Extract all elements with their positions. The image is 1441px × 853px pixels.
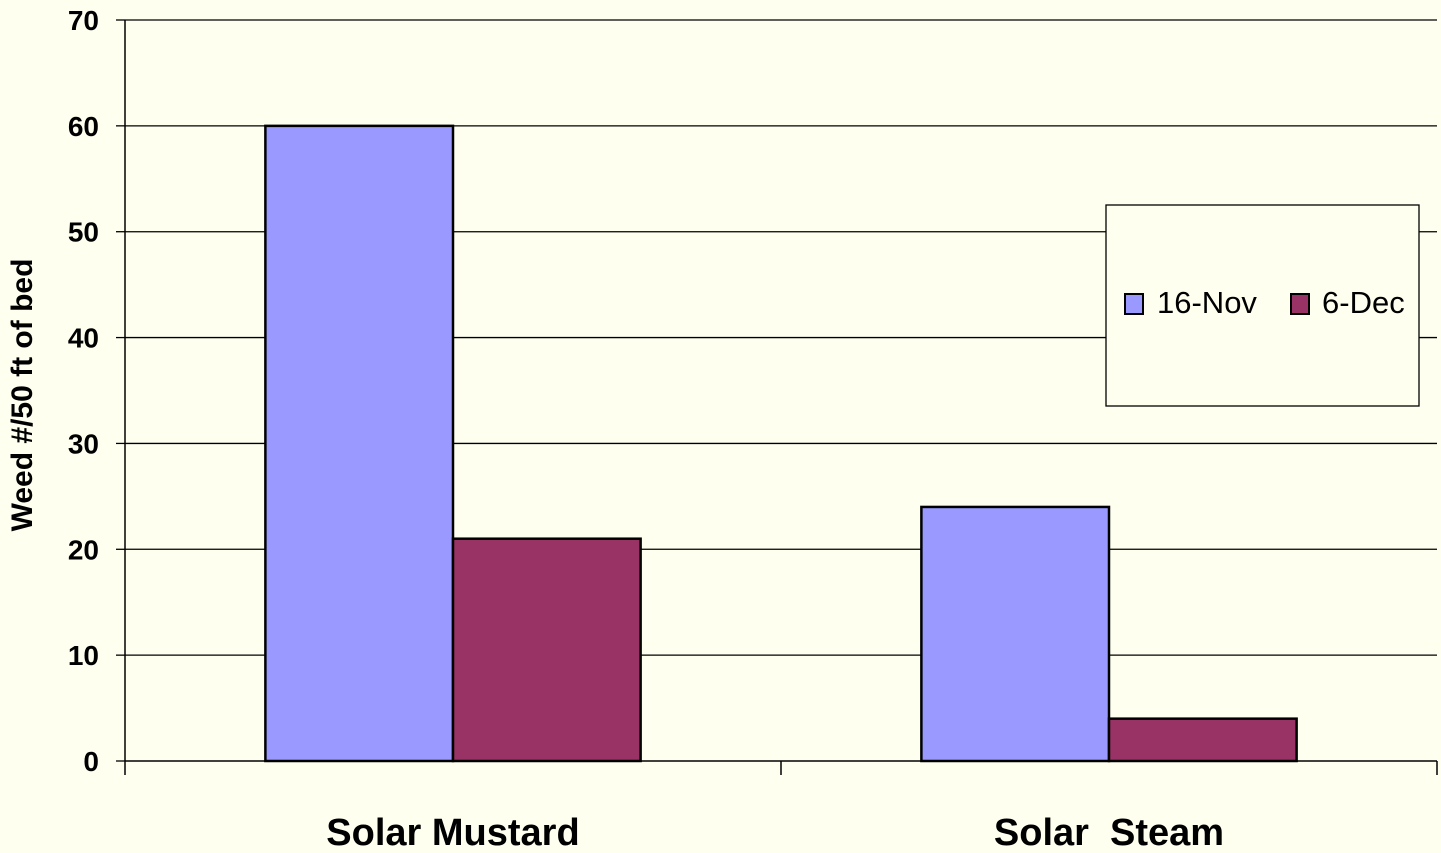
legend-label-16-nov: 16-Nov [1157, 285, 1257, 320]
bar-6-dec-1 [451, 537, 642, 763]
bars [264, 124, 1298, 763]
x-category-label: Solar Steam [994, 812, 1224, 853]
y-tick-label: 20 [68, 534, 99, 565]
y-tick-label: 30 [68, 428, 99, 459]
legend-box [1105, 204, 1420, 407]
y-tick-label: 50 [68, 217, 99, 248]
y-axis-title: Weed #/50 ft of bed [6, 259, 39, 532]
legend-swatch-16-nov [1124, 293, 1144, 315]
bar-6-dec-2 [1107, 717, 1298, 763]
bar-16-nov-1 [264, 124, 455, 763]
y-axis-ticks: 0 10 20 30 40 50 60 70 [68, 5, 125, 777]
y-tick-label: 0 [83, 746, 99, 777]
legend-swatch-6-dec [1290, 293, 1310, 315]
legend-label-6-dec: 6-Dec [1322, 285, 1405, 320]
y-tick-label: 60 [68, 111, 99, 142]
axes [124, 20, 1438, 775]
bar-16-nov-2 [920, 505, 1111, 763]
legend: 16-Nov 6-Dec [1105, 204, 1420, 407]
y-tick-label: 10 [68, 640, 99, 671]
x-category-label: Solar Mustard [326, 812, 579, 853]
y-tick-label: 70 [68, 5, 99, 36]
y-tick-label: 40 [68, 323, 99, 354]
x-axis-categories: Solar Mustard Solar Steam [326, 812, 1224, 853]
